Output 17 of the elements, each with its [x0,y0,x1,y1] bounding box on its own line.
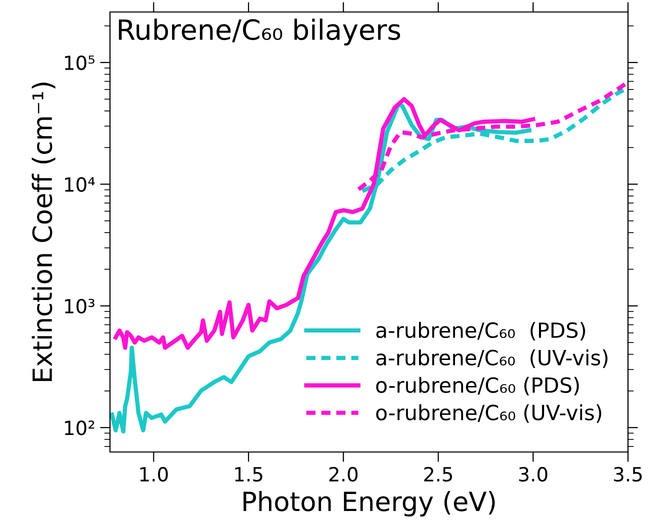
legend-label: o-rubrene/C₆₀ (PDS) [376,376,579,396]
y-tick-label: 10⁴ [65,177,95,192]
y-axis-title: Extinction Coeff (cm⁻¹) [32,82,56,382]
x-tick-label: 1.0 [140,466,168,482]
chart-title: Rubrene/C₆₀ bilayers [118,18,400,46]
y-tick-label: 10⁵ [65,55,94,70]
x-tick-label: 3.0 [519,466,548,482]
x-tick-label: 1.5 [235,467,262,482]
x-tick-label: 2.0 [329,466,358,482]
y-tick-label: 10² [65,420,94,436]
legend-label: a-rubrene/C₆₀ (PDS) [376,322,586,340]
x-axis-title: Photon Energy (eV) [244,490,495,516]
y-tick-label: 10³ [65,298,94,314]
x-tick-label: 2.5 [424,466,452,482]
legend-label: o-rubrene/C₆₀ (UV-vis) [376,404,602,423]
legend-label: a-rubrene/C₆₀ (UV-vis) [376,349,608,368]
x-tick-label: 3.5 [614,466,642,482]
